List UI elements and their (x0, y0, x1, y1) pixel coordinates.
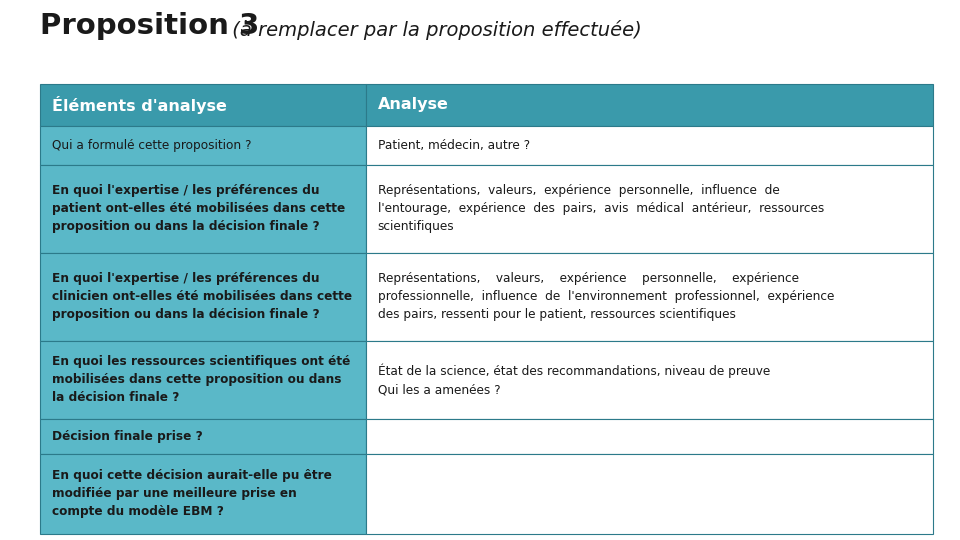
Text: (à remplacer par la proposition effectuée): (à remplacer par la proposition effectué… (226, 21, 641, 40)
Text: En quoi cette décision aurait-elle pu être
modifiée par une meilleure prise en
c: En quoi cette décision aurait-elle pu êt… (52, 469, 332, 518)
Bar (40, 126, 366, 165)
Bar (366, 84, 933, 126)
Bar (40, 341, 366, 419)
Bar (366, 253, 933, 341)
Bar (366, 341, 933, 419)
Bar (366, 165, 933, 253)
Bar (366, 126, 933, 165)
Text: État de la science, état des recommandations, niveau de preuve
Qui les a amenées: État de la science, état des recommandat… (377, 363, 770, 396)
Bar (366, 454, 933, 534)
Bar (40, 454, 366, 534)
Text: Qui a formulé cette proposition ?: Qui a formulé cette proposition ? (52, 139, 252, 152)
Bar (40, 253, 366, 341)
Text: Éléments d'analyse: Éléments d'analyse (52, 96, 227, 114)
Bar (40, 165, 366, 253)
Bar (366, 419, 933, 454)
Text: Proposition 3: Proposition 3 (40, 12, 260, 40)
Bar (40, 419, 366, 454)
Text: Représentations,  valeurs,  expérience  personnelle,  influence  de
l'entourage,: Représentations, valeurs, expérience per… (377, 184, 824, 233)
Text: En quoi l'expertise / les préférences du
clinicien ont-elles été mobilisées dans: En quoi l'expertise / les préférences du… (52, 272, 352, 321)
Text: En quoi l'expertise / les préférences du
patient ont-elles été mobilisées dans c: En quoi l'expertise / les préférences du… (52, 184, 345, 233)
Text: Représentations,    valeurs,    expérience    personnelle,    expérience
profess: Représentations, valeurs, expérience per… (377, 272, 834, 321)
Bar (40, 84, 366, 126)
Text: Décision finale prise ?: Décision finale prise ? (52, 430, 203, 443)
Text: Patient, médecin, autre ?: Patient, médecin, autre ? (377, 139, 530, 152)
Text: Analyse: Analyse (377, 98, 448, 112)
Text: En quoi les ressources scientifiques ont été
mobilisées dans cette proposition o: En quoi les ressources scientifiques ont… (52, 355, 350, 404)
